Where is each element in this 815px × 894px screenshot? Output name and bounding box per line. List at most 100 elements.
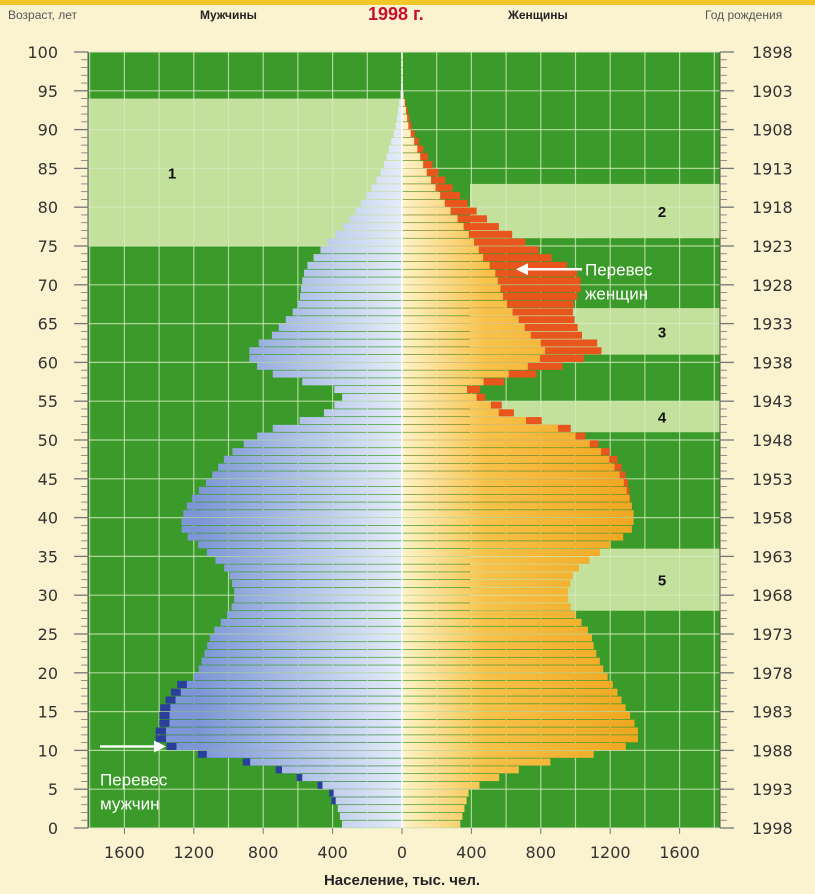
- men-bar-age-21: [201, 657, 402, 665]
- men-bar-age-5: [322, 781, 402, 789]
- men-bar-age-16: [175, 696, 402, 704]
- men-bar-age-46: [218, 463, 402, 471]
- men-bar-age-28: [231, 603, 402, 611]
- birth-year-tick-label: 1923: [752, 237, 793, 256]
- birth-year-tick-label: 1968: [752, 586, 793, 605]
- women-bar-age-35: [402, 548, 600, 557]
- excess-women-label: Перевес: [585, 260, 653, 279]
- zone-band-3: [470, 308, 720, 355]
- zone-band-2: [470, 183, 720, 239]
- men-bar-age-1: [339, 812, 402, 820]
- birth-year-tick-label: 1898: [752, 43, 793, 62]
- men-bar-age-19: [193, 673, 402, 681]
- birth-year-tick-label: 1903: [752, 82, 793, 101]
- age-tick-label: 55: [38, 392, 58, 411]
- women-bar-age-29: [402, 595, 569, 603]
- birth-year-tick-label: 1963: [752, 547, 793, 566]
- women-bar-age-81: [402, 192, 441, 200]
- women-bar-age-98: [402, 60, 403, 68]
- men-bar-age-47: [223, 455, 402, 463]
- women-bar-age-78: [402, 215, 458, 223]
- men-bar-age-59: [257, 362, 402, 370]
- women-bar-age-4: [402, 789, 469, 797]
- women-bar-age-3: [402, 797, 467, 805]
- women-bar-age-26: [402, 618, 582, 626]
- population-tick-label: 800: [248, 843, 279, 862]
- men-bar-age-73: [313, 254, 402, 262]
- women-bar-age-1: [402, 812, 463, 820]
- women-bar-age-64: [402, 323, 525, 332]
- age-tick-label: 90: [38, 121, 58, 140]
- men-bar-age-84: [380, 168, 402, 176]
- birth-year-tick-label: 1988: [752, 741, 793, 760]
- men-bar-age-36: [198, 541, 402, 549]
- women-bar-age-18: [402, 680, 613, 688]
- excess-women-label: женщин: [585, 284, 648, 303]
- men-bar-age-80: [361, 199, 402, 207]
- men-bar-age-26: [220, 618, 402, 626]
- men-bar-age-66: [292, 308, 402, 316]
- men-bar-age-54: [334, 401, 402, 409]
- men-bar-age-8: [250, 758, 402, 766]
- men-bar-age-41: [186, 502, 402, 510]
- birth-year-tick-label: 1933: [752, 315, 793, 334]
- women-bar-age-85: [402, 160, 424, 169]
- women-bar-age-43: [402, 486, 627, 494]
- birth-year-tick-label: 1913: [752, 159, 793, 178]
- age-tick-label: 85: [38, 159, 58, 178]
- men-bar-age-87: [388, 145, 402, 153]
- age-tick-label: 60: [38, 353, 58, 372]
- birth-year-tick-label: 1953: [752, 470, 793, 489]
- women-bar-age-15: [402, 704, 626, 712]
- age-axis-caption: Возраст, лет: [8, 8, 77, 22]
- men-bar-age-45: [212, 471, 402, 479]
- women-bar-age-84: [402, 168, 427, 176]
- men-bar-age-2: [337, 805, 402, 813]
- birth-year-caption: Год рождения: [705, 8, 783, 22]
- men-bar-age-42: [192, 494, 402, 502]
- men-bar-age-9: [206, 750, 402, 758]
- chart-year-title: 1998 г.: [368, 4, 424, 24]
- birth-year-tick-label: 1918: [752, 198, 793, 217]
- women-bar-age-2: [402, 805, 465, 813]
- women-bar-age-46: [402, 463, 615, 471]
- women-bar-age-93: [402, 98, 405, 106]
- men-bar-age-10: [176, 742, 402, 751]
- women-bar-age-82: [402, 184, 436, 192]
- men-bar-age-37: [187, 533, 402, 541]
- women-bar-age-32: [402, 572, 573, 580]
- men-bar-age-20: [198, 665, 402, 673]
- women-bar-age-0: [402, 820, 461, 828]
- women-bar-age-60: [402, 354, 540, 363]
- population-tick-label: 1200: [590, 843, 631, 862]
- men-bar-age-74: [320, 246, 402, 254]
- population-tick-label: 1200: [173, 843, 214, 862]
- birth-year-tick-label: 1993: [752, 780, 793, 799]
- women-bar-age-5: [402, 781, 480, 789]
- population-tick-label: 400: [317, 843, 348, 862]
- women-bar-age-37: [402, 533, 624, 541]
- women-bar-age-10: [402, 742, 626, 751]
- zone-label-4: 4: [658, 410, 667, 427]
- men-bar-age-99: [401, 52, 402, 60]
- men-bar-age-3: [335, 797, 402, 805]
- women-bar-age-38: [402, 525, 632, 533]
- men-bar-age-25: [214, 626, 402, 634]
- women-bar-age-9: [402, 750, 594, 758]
- zone-label-2: 2: [658, 204, 666, 221]
- birth-year-tick-label: 1998: [752, 819, 793, 838]
- men-bar-age-29: [234, 595, 402, 603]
- women-bar-age-48: [402, 448, 602, 456]
- men-bar-age-27: [227, 611, 402, 619]
- women-bar-age-62: [402, 339, 541, 347]
- women-bar-age-71: [402, 269, 496, 277]
- women-bar-age-41: [402, 502, 632, 510]
- women-bar-age-39: [402, 517, 634, 526]
- men-bar-age-98: [401, 60, 402, 68]
- men-bar-age-7: [281, 766, 402, 774]
- men-bar-age-96: [401, 75, 402, 83]
- excess-men-label: мужчин: [100, 794, 160, 813]
- age-tick-label: 5: [48, 780, 58, 799]
- age-tick-label: 15: [38, 703, 58, 722]
- women-bar-age-31: [402, 580, 571, 588]
